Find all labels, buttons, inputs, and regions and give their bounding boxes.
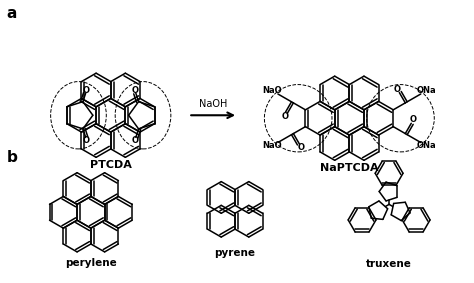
Text: truxene: truxene [366,259,412,269]
Text: O: O [410,115,417,124]
Text: O: O [83,86,90,95]
Text: O: O [394,85,401,94]
Text: ONa: ONa [417,142,437,151]
Text: O: O [131,136,138,145]
Text: NaO: NaO [262,86,282,95]
Text: O: O [83,136,90,145]
Text: PTCDA: PTCDA [90,160,132,170]
Text: perylene: perylene [65,258,117,268]
Text: b: b [6,150,17,165]
Text: a: a [6,6,17,21]
Text: ONa: ONa [417,86,437,95]
Text: O: O [298,143,305,152]
Text: O: O [282,112,289,121]
Text: NaPTCDA: NaPTCDA [320,163,379,173]
Text: O: O [131,86,138,95]
Text: NaO: NaO [262,142,282,151]
Text: pyrene: pyrene [215,248,255,258]
Text: NaOH: NaOH [199,99,228,109]
